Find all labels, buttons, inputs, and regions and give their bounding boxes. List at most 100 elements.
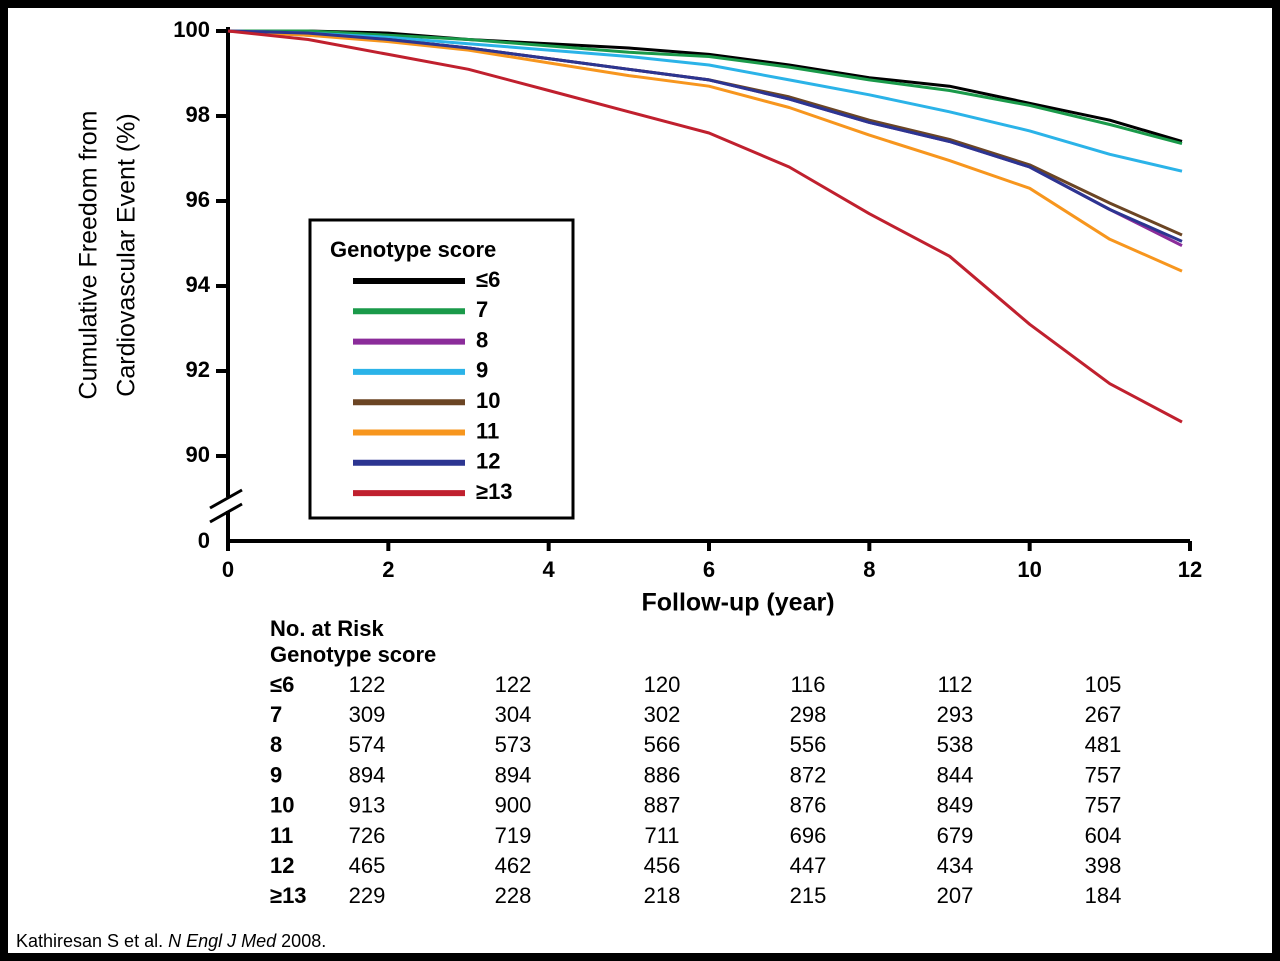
risk-value: 229 bbox=[349, 883, 386, 908]
y-tick-label: 100 bbox=[173, 17, 210, 42]
risk-value: 462 bbox=[495, 853, 532, 878]
y-tick-label: 90 bbox=[186, 442, 210, 467]
risk-value: 604 bbox=[1085, 823, 1122, 848]
legend-label: 10 bbox=[476, 388, 500, 413]
citation-year: 2008. bbox=[281, 931, 326, 951]
risk-value: 456 bbox=[644, 853, 681, 878]
series-line bbox=[227, 29, 1183, 424]
legend-label: ≥13 bbox=[476, 479, 513, 504]
citation-authors: Kathiresan S et al. bbox=[16, 931, 163, 951]
risk-value: 757 bbox=[1085, 793, 1122, 818]
citation: Kathiresan S et al. N Engl J Med 2008. bbox=[16, 931, 326, 951]
risk-value: 122 bbox=[349, 672, 386, 697]
risk-value: 556 bbox=[790, 732, 827, 757]
axis-break-gap bbox=[224, 497, 232, 511]
risk-value: 900 bbox=[495, 793, 532, 818]
risk-value: 574 bbox=[349, 732, 386, 757]
risk-value: 465 bbox=[349, 853, 386, 878]
risk-value: 844 bbox=[937, 762, 974, 787]
risk-value: 116 bbox=[790, 672, 825, 697]
risk-value: 120 bbox=[644, 672, 681, 697]
risk-value: 122 bbox=[495, 672, 532, 697]
citation-journal: N Engl J Med bbox=[168, 931, 277, 951]
series-line bbox=[228, 29, 1183, 143]
x-tick-label: 12 bbox=[1178, 557, 1202, 582]
risk-table-title: No. at Risk bbox=[270, 616, 384, 641]
series-line bbox=[227, 29, 1183, 173]
risk-value: 887 bbox=[644, 793, 681, 818]
axis-break-label: 0 bbox=[198, 528, 210, 553]
risk-row-label: 11 bbox=[270, 823, 293, 848]
x-tick-label: 4 bbox=[543, 557, 556, 582]
series-line bbox=[227, 29, 1183, 243]
x-tick-label: 8 bbox=[863, 557, 875, 582]
risk-value: 538 bbox=[937, 732, 974, 757]
risk-value: 711 bbox=[644, 823, 679, 848]
risk-value: 267 bbox=[1085, 702, 1122, 727]
x-tick-label: 2 bbox=[382, 557, 394, 582]
legend-label: 11 bbox=[476, 418, 499, 443]
risk-value: 207 bbox=[937, 883, 974, 908]
risk-value: 894 bbox=[349, 762, 386, 787]
y-axis-label-line: Cardiovascular Event (%) bbox=[113, 113, 141, 396]
x-tick-label: 6 bbox=[703, 557, 715, 582]
legend-label: ≤6 bbox=[476, 267, 500, 292]
series-line bbox=[228, 29, 1183, 146]
risk-value: 228 bbox=[495, 883, 532, 908]
risk-value: 566 bbox=[644, 732, 681, 757]
risk-value: 218 bbox=[644, 883, 681, 908]
risk-value: 447 bbox=[790, 853, 827, 878]
legend-label: 8 bbox=[476, 327, 488, 352]
risk-row-label: 8 bbox=[270, 732, 282, 757]
risk-value: 719 bbox=[495, 823, 532, 848]
y-axis-label: Cumulative Freedom from Cardiovascular E… bbox=[75, 111, 141, 400]
y-tick-label: 96 bbox=[186, 187, 210, 212]
risk-value: 872 bbox=[790, 762, 827, 787]
risk-row-label: ≥13 bbox=[270, 883, 307, 908]
risk-value: 398 bbox=[1085, 853, 1122, 878]
risk-value: 298 bbox=[790, 702, 827, 727]
risk-table-subtitle: Genotype score bbox=[270, 642, 436, 667]
y-axis-label-line: Cumulative Freedom from bbox=[75, 111, 103, 400]
axis-break-mark bbox=[209, 502, 243, 524]
x-axis-label: Follow-up (year) bbox=[641, 589, 834, 617]
axis-break-mark bbox=[209, 488, 243, 510]
risk-value: 726 bbox=[349, 823, 386, 848]
legend-label: 9 bbox=[476, 358, 488, 383]
risk-value: 481 bbox=[1085, 732, 1122, 757]
risk-value: 434 bbox=[937, 853, 974, 878]
risk-value: 302 bbox=[644, 702, 681, 727]
y-tick-label: 98 bbox=[186, 102, 210, 127]
series-line bbox=[227, 29, 1183, 273]
risk-value: 894 bbox=[495, 762, 532, 787]
risk-value: 913 bbox=[349, 793, 386, 818]
background bbox=[8, 8, 1272, 953]
risk-row-label: ≤6 bbox=[270, 672, 294, 697]
legend-label: 12 bbox=[476, 449, 500, 474]
risk-value: 309 bbox=[349, 702, 386, 727]
risk-value: 215 bbox=[790, 883, 827, 908]
x-tick-label: 0 bbox=[222, 557, 234, 582]
risk-value: 696 bbox=[790, 823, 827, 848]
risk-value: 876 bbox=[790, 793, 827, 818]
risk-value: 886 bbox=[644, 762, 681, 787]
risk-value: 112 bbox=[937, 672, 972, 697]
risk-row-label: 9 bbox=[270, 762, 282, 787]
legend-label: 7 bbox=[476, 297, 488, 322]
risk-value: 184 bbox=[1085, 883, 1122, 908]
risk-value: 304 bbox=[495, 702, 532, 727]
risk-value: 293 bbox=[937, 702, 974, 727]
risk-value: 105 bbox=[1085, 672, 1122, 697]
y-tick-label: 94 bbox=[186, 272, 211, 297]
risk-row-label: 10 bbox=[270, 793, 294, 818]
y-tick-label: 92 bbox=[186, 357, 210, 382]
risk-value: 757 bbox=[1085, 762, 1122, 787]
risk-row-label: 12 bbox=[270, 853, 294, 878]
risk-value: 679 bbox=[937, 823, 974, 848]
risk-row-label: 7 bbox=[270, 702, 282, 727]
legend-title: Genotype score bbox=[330, 237, 496, 262]
x-tick-label: 10 bbox=[1017, 557, 1041, 582]
risk-value: 849 bbox=[937, 793, 974, 818]
